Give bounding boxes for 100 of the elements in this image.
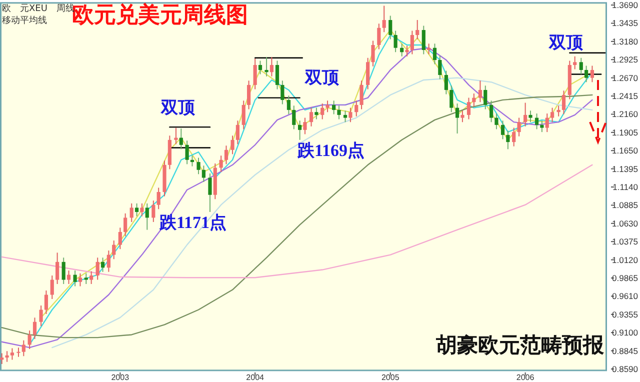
y-tick-label: 1.2670 <box>612 72 638 83</box>
candlestick <box>66 270 71 285</box>
candlestick <box>382 5 386 33</box>
candlestick <box>253 58 257 90</box>
y-tick-label: 1.2925 <box>612 54 638 65</box>
candlestick <box>534 113 539 130</box>
candlestick <box>292 105 296 130</box>
candlestick <box>224 145 228 165</box>
candlestick <box>309 107 314 127</box>
y-tick-label: 1.1905 <box>612 127 638 138</box>
candlestick <box>84 272 88 285</box>
candlestick <box>5 350 9 362</box>
chart-subtitle: 欧 元XEU 周线 <box>2 3 74 14</box>
candlestick <box>472 93 476 107</box>
candlestick <box>174 127 178 145</box>
x-tick-label: 2005 <box>381 373 400 382</box>
annotation: 双顶 <box>160 98 196 117</box>
candlestick <box>196 157 200 175</box>
candlestick <box>354 100 358 117</box>
candlestick <box>377 23 381 50</box>
candlestick <box>140 202 144 217</box>
candlestick <box>450 85 454 113</box>
candlestick <box>236 120 240 145</box>
candlestick <box>179 128 183 150</box>
candlestick <box>494 113 498 130</box>
candlestick <box>484 85 488 110</box>
y-tick-label: 1.3435 <box>612 18 638 28</box>
candlestick <box>524 102 528 127</box>
candlestick <box>427 43 431 55</box>
candlestick <box>438 55 442 80</box>
y-tick-label: 0.9865 <box>612 272 638 283</box>
candlestick <box>326 100 330 113</box>
candlestick <box>466 97 471 120</box>
candlestick <box>190 155 194 167</box>
y-tick-label: 1.0885 <box>612 200 638 210</box>
candlestick <box>152 200 156 222</box>
annotation: 胡豪欧元范畴预报 <box>435 332 605 357</box>
candlestick <box>258 60 262 75</box>
candlestick <box>130 202 134 222</box>
candlestick <box>366 57 370 90</box>
candlestick <box>202 165 206 183</box>
candlestick <box>145 202 149 230</box>
candlestick <box>528 110 532 123</box>
candlestick <box>590 65 594 83</box>
candlestick <box>478 80 482 103</box>
candlestick <box>422 25 426 55</box>
candlestick <box>219 155 223 173</box>
x-tick-label: 2004 <box>246 373 265 382</box>
candlestick <box>573 56 577 70</box>
candlestick <box>242 100 246 130</box>
candlestick <box>360 80 364 110</box>
candlestick <box>106 250 110 272</box>
candlestick <box>320 103 324 120</box>
candlestick <box>394 30 398 53</box>
y-tick-label: 1.2415 <box>612 91 638 102</box>
candlestick <box>134 202 139 217</box>
candlestick <box>10 348 14 360</box>
candlestick <box>124 212 128 237</box>
candlestick <box>112 240 116 260</box>
candlestick <box>275 60 280 90</box>
candlestick <box>556 105 560 117</box>
y-tick-label: 0.9100 <box>612 328 638 338</box>
candlestick <box>50 274 54 300</box>
candlestick <box>100 257 105 272</box>
candlestick <box>400 43 404 57</box>
y-tick-label: 1.0630 <box>612 218 638 228</box>
y-tick-label: 1.3690 <box>612 0 638 10</box>
annotation: 跌1169点 <box>296 141 365 160</box>
candlestick <box>584 65 588 83</box>
candlestick <box>32 317 37 340</box>
candlestick <box>28 330 32 350</box>
y-tick-label: 1.0375 <box>612 236 638 247</box>
candlestick <box>96 257 100 280</box>
candlestick <box>16 347 20 358</box>
chart-title: 欧元兑美元周线图 <box>72 2 248 28</box>
y-tick-label: 1.1395 <box>612 164 638 174</box>
candlestick <box>489 100 494 123</box>
candlestick <box>540 120 544 133</box>
candlestick <box>62 257 66 285</box>
y-tick-label: 1.2160 <box>612 109 638 120</box>
candlestick <box>332 100 336 115</box>
candlestick <box>118 227 122 250</box>
candlestick <box>303 117 307 135</box>
candlestick <box>314 107 318 120</box>
candlestick <box>22 340 26 357</box>
candlestick <box>416 20 420 40</box>
candlestick <box>579 57 583 75</box>
candlestick <box>90 270 94 285</box>
candlestick <box>56 252 60 285</box>
annotation: 移动平均线 <box>2 15 47 26</box>
candlestick <box>264 56 268 77</box>
candlestick <box>39 304 43 327</box>
y-tick-label: 0.9355 <box>612 309 638 320</box>
candlestick <box>337 105 341 120</box>
candlestick <box>280 80 284 105</box>
y-tick-label: 0.8845 <box>612 346 638 356</box>
candlestick <box>246 80 251 110</box>
candlestick <box>230 135 234 155</box>
candlestick <box>156 187 160 210</box>
candlestick <box>550 107 554 123</box>
